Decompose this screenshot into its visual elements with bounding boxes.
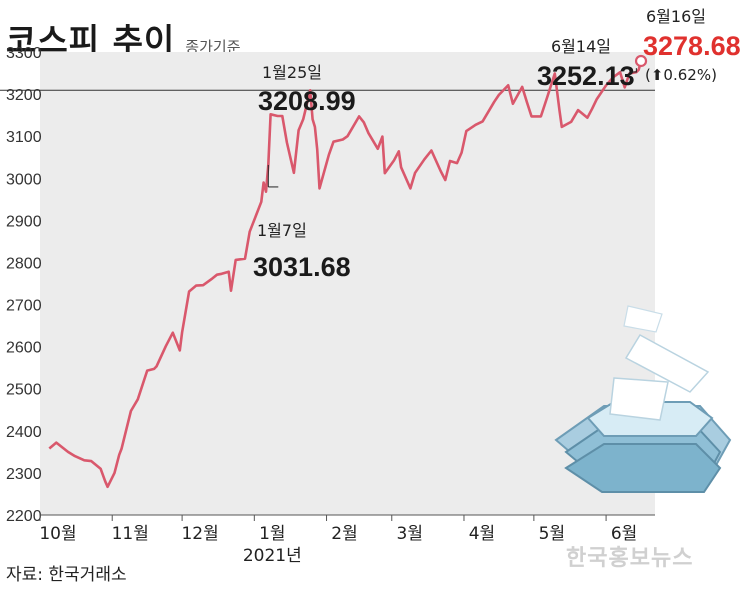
y-tick-label: 2500 xyxy=(6,382,42,399)
x-tick-label: 10월 xyxy=(39,524,76,544)
watermark: 한국홍보뉴스 xyxy=(566,546,694,571)
y-tick-label: 3000 xyxy=(6,171,42,188)
chart-subtitle: 종가기준 xyxy=(185,38,241,56)
source-note: 자료: 한국거래소 xyxy=(6,565,127,585)
x-tick-label: 3월 xyxy=(397,524,423,544)
x-tick-label: 1월 xyxy=(259,524,285,544)
paper-sheet-illustration xyxy=(624,333,710,393)
latest-point-marker xyxy=(634,54,648,68)
y-tick-label: 3300 xyxy=(6,45,42,62)
annotation-label-jan25: 1월25일 xyxy=(262,63,322,82)
y-tick-label: 2700 xyxy=(6,298,42,315)
annotation-label-jun16: 6월16일 xyxy=(646,7,706,26)
x-tick-label: 4월 xyxy=(469,524,495,544)
paper-sheet-illustration xyxy=(623,305,663,333)
y-tick-label: 2800 xyxy=(6,255,42,272)
x-tick-year-label: 2021년 xyxy=(243,546,302,566)
annotation-leader-jun14 xyxy=(630,68,637,73)
y-tick-label: 2400 xyxy=(6,424,42,441)
y-tick-label: 3100 xyxy=(6,129,42,146)
y-tick-label: 3200 xyxy=(6,87,42,104)
y-tick-label: 2900 xyxy=(6,213,42,230)
plot-area xyxy=(40,52,655,515)
annotation-label-jun14: 6월14일 xyxy=(551,37,611,56)
annotation-label-jan7: 1월7일 xyxy=(257,221,307,240)
x-tick-label: 6월 xyxy=(611,524,637,544)
annotation-value-jun14: 3252.13 xyxy=(537,61,635,91)
y-tick-label: 2600 xyxy=(6,340,42,357)
y-tick-label: 2200 xyxy=(6,508,42,525)
x-tick-label: 12월 xyxy=(181,524,218,544)
annotation-value-jan7: 3031.68 xyxy=(253,252,351,282)
annotation-value-jun16: 3278.68 xyxy=(643,31,740,61)
series-line-kospi xyxy=(48,60,643,489)
annotation-value-jan25: 3208.99 xyxy=(258,86,356,116)
x-tick-label: 2월 xyxy=(331,524,357,544)
box-illustration-layer xyxy=(564,443,722,493)
annotation-change-jun16: (⬆0.62%) xyxy=(645,66,717,84)
paper-sheet-illustration xyxy=(609,377,669,421)
y-tick-label: 2300 xyxy=(6,466,42,483)
x-tick-label: 5월 xyxy=(539,524,565,544)
x-tick-label: 11월 xyxy=(112,524,149,544)
